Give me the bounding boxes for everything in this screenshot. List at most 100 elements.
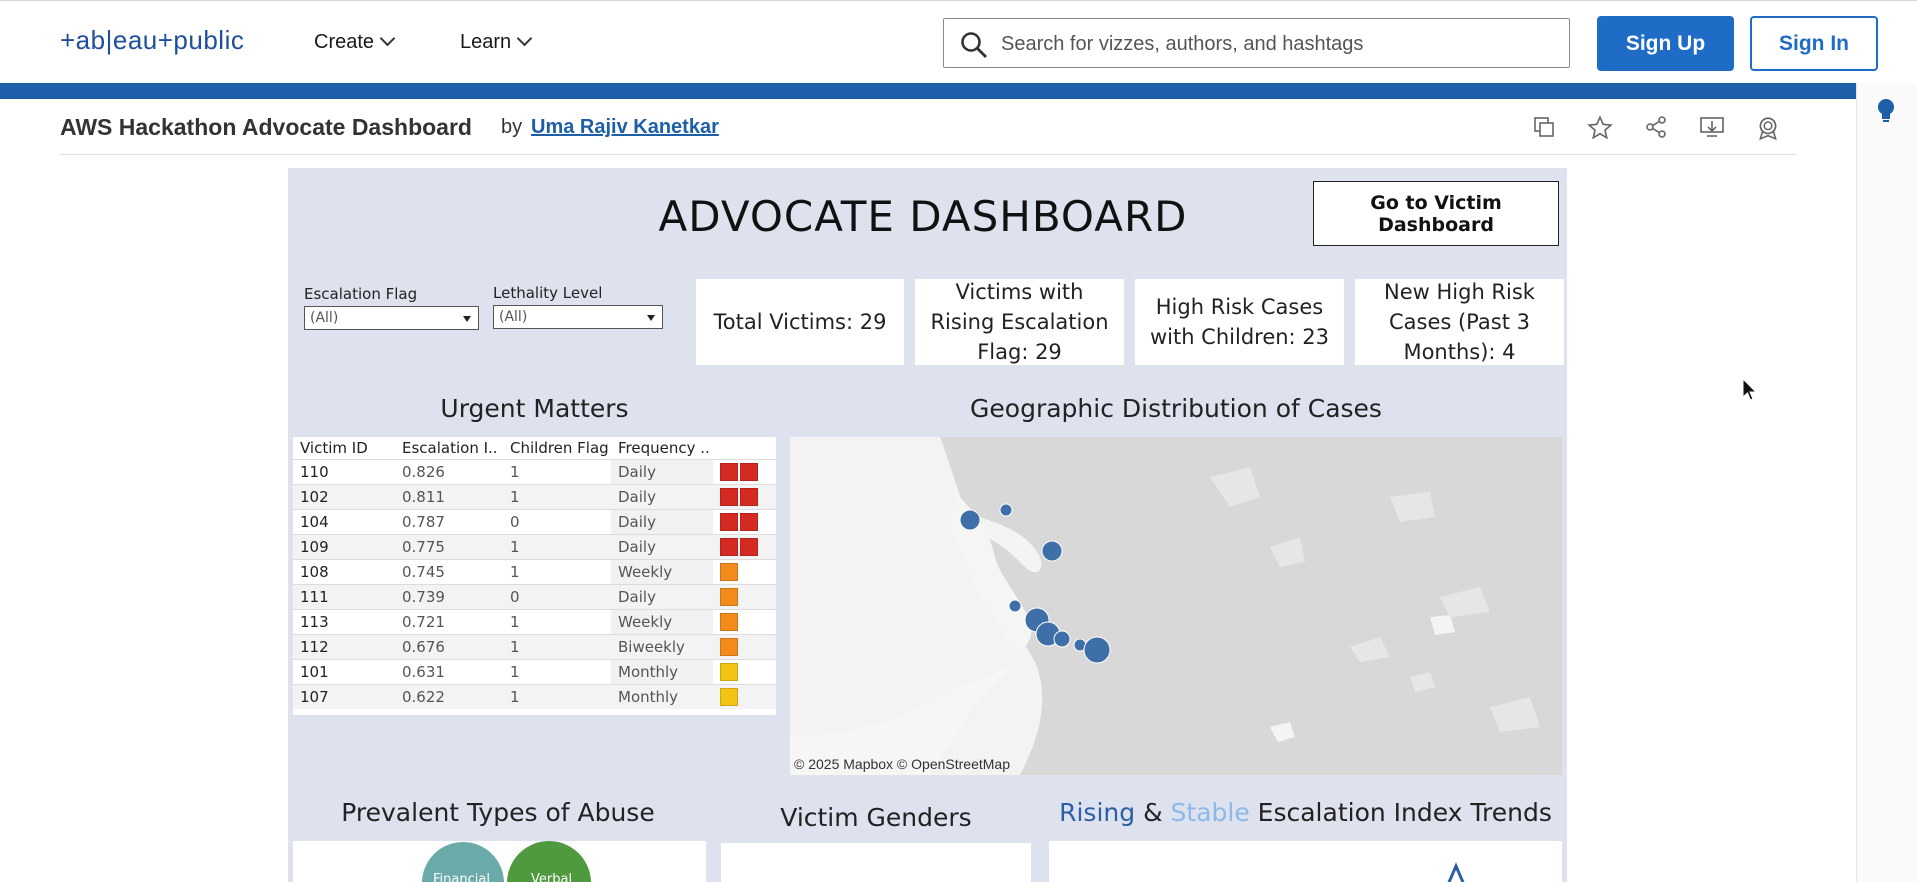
escalation-index-cell: 0.745 [395, 559, 503, 585]
severity-cell [713, 509, 776, 535]
children-flag-cell: 1 [503, 484, 611, 510]
lethality-level-select[interactable]: (All) [493, 305, 663, 329]
escalation-index-cell: 0.811 [395, 484, 503, 510]
severity-square [720, 613, 738, 632]
geographic-map[interactable]: © 2025 Mapbox © OpenStreetMap [790, 437, 1562, 775]
search-input[interactable] [999, 19, 1553, 69]
children-flag-cell: 1 [503, 534, 611, 560]
severity-square [720, 588, 738, 607]
trends-amp: & [1143, 798, 1163, 827]
severity-cell [713, 584, 776, 610]
kpi-rising-escalation: Victims with Rising Escalation Flag: 29 [915, 279, 1124, 365]
trends-stable-label: Stable [1170, 798, 1250, 827]
go-to-victim-dashboard-button[interactable]: Go to Victim Dashboard [1313, 181, 1559, 246]
victim-id-cell: 111 [293, 584, 395, 610]
escalation-flag-value: (All) [310, 310, 339, 326]
frequency-cell: Weekly [611, 559, 713, 585]
copy-icon[interactable] [1532, 115, 1556, 139]
frequency-cell: Daily [611, 584, 713, 610]
victim-id-cell: 113 [293, 609, 395, 635]
severity-cell [713, 559, 776, 585]
nav-create-label: Create [314, 31, 375, 53]
download-icon[interactable] [1699, 115, 1725, 139]
bubble-financial-label: Financial [433, 872, 490, 882]
nav-learn-label: Learn [460, 31, 512, 53]
trends-rest-label: Escalation Index Trends [1257, 798, 1552, 827]
severity-cell [713, 634, 776, 660]
children-flag-cell: 1 [503, 634, 611, 660]
table-row[interactable]: 101 0.631 1 Monthly [293, 659, 776, 685]
dashboard-title: ADVOCATE DASHBOARD [658, 192, 1188, 241]
tableau-public-logo[interactable]: +ab|eau+public [60, 25, 245, 55]
children-flag-cell: 1 [503, 609, 611, 635]
col-children-flag[interactable]: Children Flag [510, 439, 609, 457]
search-box [943, 18, 1570, 69]
sign-in-button[interactable]: Sign In [1750, 16, 1878, 71]
escalation-index-cell: 0.787 [395, 509, 503, 535]
bubble-verbal-label: Verbal [531, 872, 572, 882]
frequency-cell: Monthly [611, 659, 713, 685]
frequency-cell: Monthly [611, 684, 713, 709]
col-escalation-index[interactable]: Escalation I.. [402, 439, 498, 457]
table-row[interactable]: 112 0.676 1 Biweekly [293, 634, 776, 660]
table-row[interactable]: 107 0.622 1 Monthly [293, 684, 776, 709]
trends-panel [1049, 841, 1562, 882]
author-link[interactable]: Uma Rajiv Kanetkar [531, 116, 719, 138]
trends-title: Rising & Stable Escalation Index Trends [1048, 798, 1563, 827]
escalation-index-cell: 0.631 [395, 659, 503, 685]
escalation-flag-select[interactable]: (All) [304, 306, 479, 330]
advocate-dashboard: ADVOCATE DASHBOARD Go to Victim Dashboar… [288, 168, 1567, 882]
escalation-index-cell: 0.676 [395, 634, 503, 660]
severity-square [740, 513, 758, 532]
map-canvas[interactable] [790, 437, 1562, 775]
frequency-cell: Daily [611, 534, 713, 560]
nav-learn[interactable]: Learn [460, 30, 533, 54]
severity-square [720, 463, 738, 482]
top-navigation-bar: +ab|eau+public Create Learn Sign Up Sign… [0, 0, 1917, 84]
victim-id-cell: 108 [293, 559, 395, 585]
dropdown-arrow-icon [647, 315, 655, 321]
severity-square [740, 488, 758, 507]
severity-square [720, 563, 738, 582]
severity-cell [713, 684, 776, 709]
urgent-table-body: 110 0.826 1 Daily 102 0.811 1 Daily 104 0.787 0 Dai… [293, 459, 776, 709]
col-frequency[interactable]: Frequency .. [618, 439, 710, 457]
star-icon[interactable] [1587, 115, 1613, 141]
severity-square [740, 538, 758, 557]
lethality-level-label: Lethality Level [493, 284, 603, 302]
victim-id-cell: 104 [293, 509, 395, 535]
escalation-index-cell: 0.826 [395, 459, 503, 485]
children-flag-cell: 0 [503, 509, 611, 535]
trend-chart-peak [1447, 862, 1465, 882]
lightbulb-icon[interactable] [1877, 98, 1895, 124]
children-flag-cell: 1 [503, 659, 611, 685]
table-row[interactable]: 108 0.745 1 Weekly [293, 559, 776, 585]
viz-title-row: AWS Hackathon Advocate Dashboard by Uma … [60, 112, 1796, 155]
award-icon[interactable] [1755, 115, 1781, 141]
children-flag-cell: 1 [503, 684, 611, 709]
victim-id-cell: 112 [293, 634, 395, 660]
sign-up-button[interactable]: Sign Up [1597, 16, 1734, 71]
frequency-cell: Weekly [611, 609, 713, 635]
table-row[interactable]: 110 0.826 1 Daily [293, 459, 776, 485]
kpi-high-risk-children: High Risk Cases with Children: 23 [1135, 279, 1344, 365]
severity-square [720, 688, 738, 707]
trends-rising-label: Rising [1059, 798, 1136, 827]
severity-cell [713, 659, 776, 685]
frequency-cell: Daily [611, 484, 713, 510]
lethality-level-value: (All) [499, 309, 528, 325]
abuse-types-title: Prevalent Types of Abuse [341, 798, 655, 827]
table-row[interactable]: 102 0.811 1 Daily [293, 484, 776, 510]
col-victim-id[interactable]: Victim ID [300, 439, 368, 457]
share-icon[interactable] [1644, 115, 1668, 139]
table-row[interactable]: 113 0.721 1 Weekly [293, 609, 776, 635]
search-icon [961, 32, 987, 58]
table-row[interactable]: 111 0.739 0 Daily [293, 584, 776, 610]
table-row[interactable]: 109 0.775 1 Daily [293, 534, 776, 560]
severity-square [720, 488, 738, 507]
map-title: Geographic Distribution of Cases [970, 394, 1382, 423]
severity-square [720, 663, 738, 682]
table-row[interactable]: 104 0.787 0 Daily [293, 509, 776, 535]
victim-id-cell: 101 [293, 659, 395, 685]
nav-create[interactable]: Create [314, 30, 396, 54]
